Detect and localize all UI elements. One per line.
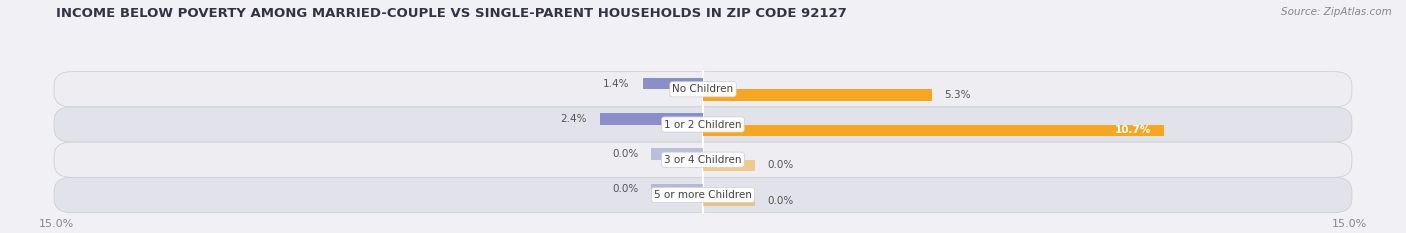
Text: 0.0%: 0.0% <box>612 184 638 194</box>
Bar <box>703 195 755 206</box>
Text: 1 or 2 Children: 1 or 2 Children <box>664 120 742 130</box>
Text: INCOME BELOW POVERTY AMONG MARRIED-COUPLE VS SINGLE-PARENT HOUSEHOLDS IN ZIP COD: INCOME BELOW POVERTY AMONG MARRIED-COUPL… <box>56 7 846 20</box>
Bar <box>703 160 755 171</box>
FancyBboxPatch shape <box>53 107 1353 142</box>
Text: 5.3%: 5.3% <box>945 90 972 100</box>
Text: 1.4%: 1.4% <box>603 79 630 89</box>
Bar <box>651 184 703 195</box>
FancyBboxPatch shape <box>53 142 1353 177</box>
Bar <box>643 78 703 89</box>
Bar <box>599 113 703 124</box>
Text: 3 or 4 Children: 3 or 4 Children <box>664 155 742 165</box>
Bar <box>651 148 703 160</box>
Text: 10.7%: 10.7% <box>1115 125 1152 135</box>
Text: 0.0%: 0.0% <box>768 160 794 170</box>
Text: Source: ZipAtlas.com: Source: ZipAtlas.com <box>1281 7 1392 17</box>
Bar <box>703 89 932 101</box>
Text: 5 or more Children: 5 or more Children <box>654 190 752 200</box>
FancyBboxPatch shape <box>53 177 1353 212</box>
Text: 2.4%: 2.4% <box>560 114 586 124</box>
Text: No Children: No Children <box>672 84 734 94</box>
Text: 0.0%: 0.0% <box>612 149 638 159</box>
FancyBboxPatch shape <box>53 72 1353 107</box>
Bar <box>703 124 1164 136</box>
Text: 0.0%: 0.0% <box>768 196 794 206</box>
